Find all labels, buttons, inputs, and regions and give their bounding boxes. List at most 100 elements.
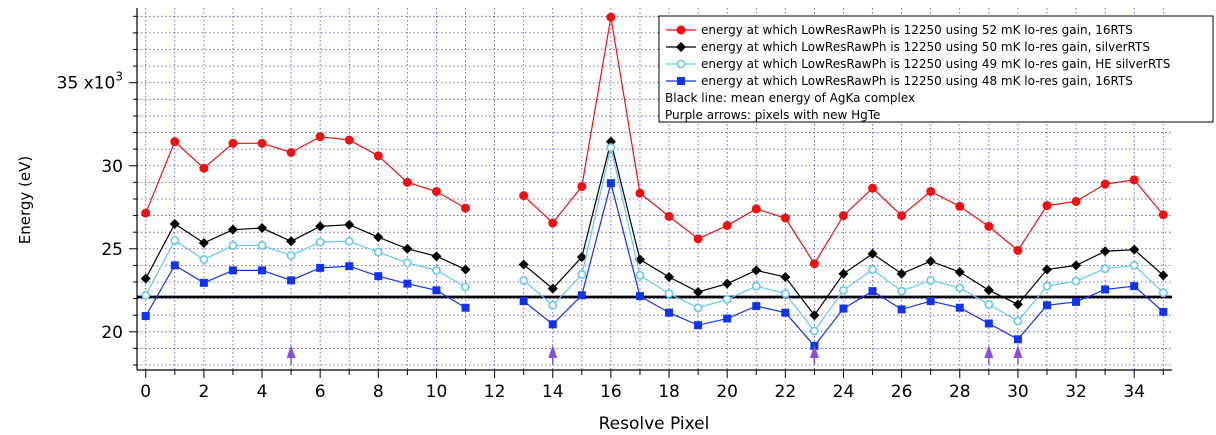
data-point	[519, 275, 529, 285]
data-point	[373, 247, 383, 257]
data-point	[402, 258, 412, 268]
data-point	[199, 278, 208, 287]
x-tick-label: 30	[1007, 382, 1029, 402]
data-point	[1042, 301, 1051, 310]
legend-note: Purple arrows: pixels with new HgTe	[665, 108, 880, 122]
data-point	[199, 163, 209, 173]
data-point	[227, 224, 238, 235]
legend-entry-label: energy at which LowResRawPh is 12250 usi…	[701, 40, 1150, 54]
data-point	[955, 201, 965, 211]
x-tick-label: 24	[833, 382, 855, 402]
data-point	[403, 279, 412, 288]
data-point	[170, 137, 180, 147]
data-point	[547, 283, 558, 294]
data-point	[665, 308, 674, 317]
x-tick-label: 12	[484, 382, 506, 402]
data-point	[839, 285, 848, 295]
data-point	[751, 281, 761, 291]
data-point	[722, 221, 732, 231]
data-point	[868, 183, 878, 193]
data-point	[926, 297, 935, 306]
legend-entry-label: energy at which LowResRawPh is 12250 usi…	[701, 74, 1133, 88]
new-hgte-arrowhead	[1013, 345, 1023, 358]
data-point	[432, 265, 441, 275]
data-point	[635, 270, 645, 280]
data-point	[780, 289, 790, 299]
data-point	[1101, 285, 1110, 294]
data-point	[286, 236, 297, 247]
data-point	[1100, 246, 1111, 257]
data-point	[984, 300, 994, 309]
data-point	[257, 138, 267, 148]
data-point	[140, 273, 151, 284]
x-tick-label: 20	[716, 382, 738, 402]
data-point	[577, 270, 587, 279]
data-point	[955, 283, 965, 293]
data-point	[257, 241, 267, 250]
data-point	[228, 138, 238, 148]
data-point	[1072, 297, 1081, 306]
data-point	[1129, 244, 1140, 255]
arrow-layer	[286, 345, 1023, 364]
data-point	[461, 282, 470, 292]
x-tick-label: 2	[198, 382, 209, 402]
data-point	[926, 186, 936, 196]
data-point	[780, 272, 791, 283]
data-point	[838, 268, 849, 279]
data-point	[664, 211, 674, 221]
legend-entry-label: energy at which LowResRawPh is 12250 usi…	[701, 57, 1170, 71]
x-tick-label: 16	[600, 382, 622, 402]
data-point	[896, 268, 907, 279]
data-point	[461, 303, 470, 312]
data-point	[519, 297, 528, 306]
data-point	[809, 259, 819, 269]
data-point	[635, 292, 644, 301]
data-point	[431, 186, 441, 196]
data-point	[606, 12, 616, 22]
data-point	[344, 135, 354, 145]
x-tick-label: 18	[658, 382, 680, 402]
legend: energy at which LowResRawPh is 12250 usi…	[658, 15, 1214, 123]
y-tick-label: 20	[101, 323, 123, 343]
data-point	[897, 211, 907, 221]
data-point	[460, 264, 471, 275]
data-point	[867, 248, 878, 259]
data-point	[1071, 196, 1081, 206]
data-point	[519, 191, 529, 201]
data-point	[693, 234, 703, 244]
data-point	[170, 236, 180, 245]
data-point	[868, 287, 877, 296]
data-point	[402, 243, 413, 254]
data-point	[1042, 281, 1052, 291]
data-point	[751, 265, 762, 276]
data-point	[810, 326, 819, 336]
data-point	[984, 221, 994, 231]
data-point	[286, 147, 296, 157]
series-2	[140, 136, 1169, 321]
data-point	[606, 179, 615, 188]
data-point	[926, 275, 936, 285]
data-point	[169, 218, 180, 229]
data-point	[693, 286, 704, 297]
x-tick-label: 6	[315, 382, 326, 402]
x-axis-title: Resolve Pixel	[599, 414, 710, 434]
data-point	[228, 266, 237, 275]
x-tick-label: 0	[140, 382, 151, 402]
data-point	[868, 265, 877, 274]
data-point	[1042, 201, 1052, 211]
x-tick-label: 28	[949, 382, 971, 402]
data-point	[315, 221, 326, 232]
y-multiplier-text: 35 x10	[57, 74, 116, 94]
data-point	[228, 241, 238, 250]
data-point	[1158, 270, 1169, 281]
data-point	[432, 286, 441, 295]
data-point	[548, 218, 558, 228]
data-point	[1041, 264, 1052, 275]
series-layer	[140, 12, 1169, 350]
data-point	[722, 278, 733, 289]
y-multiplier-label: 35 x103	[57, 70, 123, 94]
data-point	[1071, 276, 1081, 286]
data-point	[1159, 307, 1168, 316]
